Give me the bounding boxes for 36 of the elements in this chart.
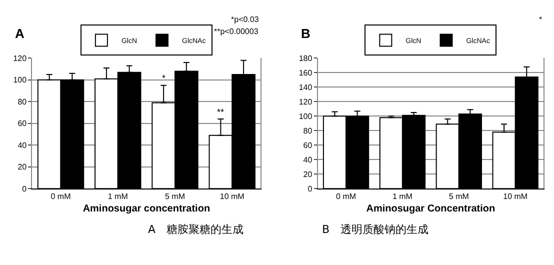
text: A 糖胺聚糖的生成 (148, 223, 244, 236)
text: B 透明质酸钠的生成 (322, 223, 429, 236)
annotation: ** (217, 107, 224, 117)
x-axis-title: Aminosugar concentration (82, 204, 210, 215)
y-tick-label: 160 (298, 68, 313, 78)
x-tick-label: 0 mM (50, 192, 72, 202)
annotation: * (162, 73, 166, 83)
x-tick-label: 1 mM (108, 192, 128, 202)
y-tick-label: 120 (13, 54, 28, 63)
chart-title: B (301, 26, 310, 41)
text: **p<0.00003 (214, 27, 259, 36)
y-tick-label: 100 (298, 112, 313, 121)
y-tick-label: 20 (303, 170, 313, 179)
x-tick-label: 5 mM (165, 192, 186, 202)
chart-title: A (15, 26, 25, 41)
y-tick-label: 100 (13, 76, 28, 85)
y-tick-label: 80 (303, 126, 313, 136)
x-tick-label: 10 mM (503, 192, 528, 202)
y-tick-label: 60 (18, 119, 28, 128)
x-tick-label: 5 mM (448, 192, 470, 202)
y-tick-label: 40 (18, 140, 28, 150)
y-tick-label: 0 (22, 184, 28, 194)
text: *p<0.03 (231, 15, 260, 24)
y-tick-label: 60 (303, 140, 313, 150)
y-tick-label: 40 (303, 155, 313, 164)
y-tick-label: 20 (18, 162, 28, 172)
x-tick-label: 1 mM (392, 192, 413, 202)
y-tick-label: 140 (298, 82, 313, 92)
y-tick-label: 80 (18, 97, 28, 106)
y-tick-label: 180 (298, 54, 313, 63)
x-tick-label: 10 mM (220, 192, 245, 202)
y-tick-label: 0 (308, 184, 313, 194)
x-axis-title: Aminosugar Concentration (366, 204, 496, 215)
y-tick-label: 120 (298, 97, 313, 106)
x-tick-label: 0 mM (336, 192, 356, 202)
text: * (539, 15, 542, 24)
